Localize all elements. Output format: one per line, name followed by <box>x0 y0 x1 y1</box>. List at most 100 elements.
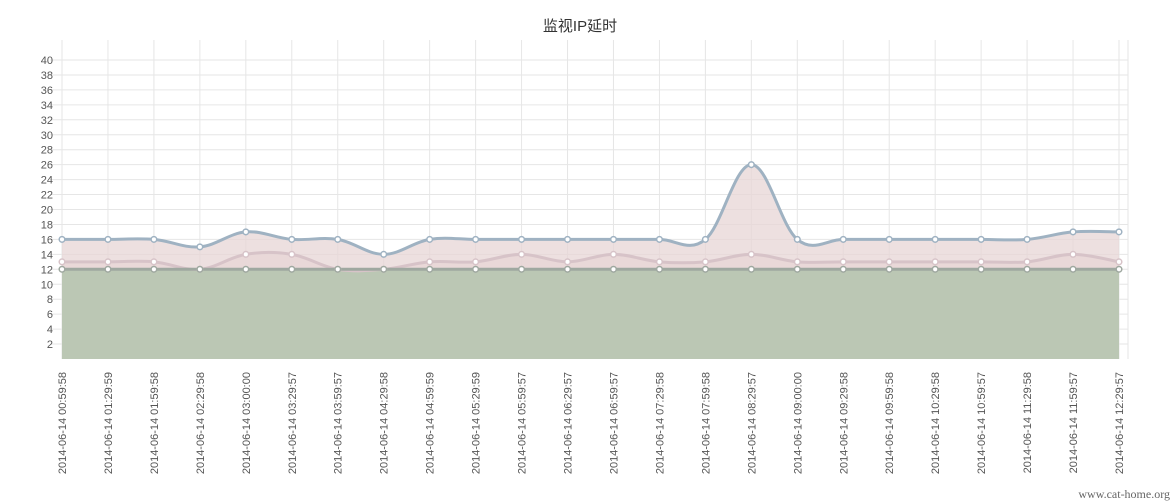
x-tick-label: 2014-06-14 04:59:59 <box>425 372 437 474</box>
series-1-point[interactable] <box>563 235 572 243</box>
series-3-point[interactable] <box>931 265 939 273</box>
series-1-point[interactable] <box>472 235 480 243</box>
series-3-point[interactable] <box>288 265 296 273</box>
watermark: www.cat-home.org <box>1078 487 1170 501</box>
series-2-point[interactable] <box>150 258 158 266</box>
chart-title: 监视IP延时 <box>543 18 617 35</box>
x-tick-label: 2014-06-14 09:29:58 <box>838 372 850 474</box>
y-tick-label: 26 <box>41 160 53 172</box>
x-tick-label: 2014-06-14 06:59:57 <box>608 372 620 474</box>
series-2-point[interactable] <box>747 250 755 258</box>
y-tick-label: 4 <box>47 324 53 336</box>
x-tick-label: 2014-06-14 10:59:57 <box>976 372 988 474</box>
series-1-point[interactable] <box>1069 228 1077 236</box>
x-tick-label: 2014-06-14 11:29:58 <box>1022 372 1034 473</box>
series-1-point[interactable] <box>150 235 158 243</box>
series-3-point[interactable] <box>196 265 204 273</box>
series-2-point[interactable] <box>701 258 709 266</box>
series-2-point[interactable] <box>104 258 112 266</box>
series-3-point[interactable] <box>839 265 847 273</box>
x-tick-label: 2014-06-14 10:29:58 <box>930 372 942 474</box>
series-1-point[interactable] <box>885 235 893 243</box>
series-3-point[interactable] <box>1069 265 1077 273</box>
series-1-point[interactable] <box>196 243 204 251</box>
x-tick-label: 2014-06-14 11:59:57 <box>1068 372 1080 473</box>
series-2-point[interactable] <box>288 250 296 258</box>
series-1-point[interactable] <box>58 235 66 243</box>
series-3-point[interactable] <box>701 265 709 273</box>
series-3-point[interactable] <box>793 265 801 273</box>
series-3-point[interactable] <box>472 265 480 273</box>
series-1-point[interactable] <box>1115 228 1123 236</box>
series-3-point[interactable] <box>242 265 250 273</box>
series-2-point[interactable] <box>518 250 526 258</box>
series-1-point[interactable] <box>426 235 434 243</box>
x-tick-label: 2014-06-14 03:29:57 <box>287 372 299 474</box>
series-1-point[interactable] <box>242 228 250 236</box>
x-tick-label: 2014-06-14 12:29:57 <box>1114 372 1126 474</box>
series-1-point[interactable] <box>1023 235 1031 243</box>
series-2-point[interactable] <box>242 250 250 258</box>
y-tick-label: 38 <box>41 70 53 82</box>
series-3-point[interactable] <box>1115 265 1123 273</box>
series-1-point[interactable] <box>334 235 342 243</box>
y-tick-label: 24 <box>41 175 53 187</box>
series-2-point[interactable] <box>1069 250 1077 258</box>
series-1-point[interactable] <box>701 235 709 243</box>
series-2-point[interactable] <box>563 258 572 266</box>
series-2-point[interactable] <box>931 258 939 266</box>
y-tick-label: 32 <box>41 115 53 127</box>
series-3-point[interactable] <box>609 265 618 273</box>
series-3-point[interactable] <box>426 265 434 273</box>
x-tick-label: 2014-06-14 00:59:58 <box>57 372 69 474</box>
series-2-point[interactable] <box>1023 258 1031 266</box>
y-tick-label: 8 <box>47 294 53 306</box>
series-1-point[interactable] <box>380 250 388 258</box>
x-axis-ticks: 2014-06-14 00:59:58 2014-06-14 01:29:59 20… <box>57 372 1126 474</box>
series-1-point[interactable] <box>104 235 112 243</box>
y-tick-label: 20 <box>41 205 53 217</box>
series-2-point[interactable] <box>977 258 985 266</box>
series-2-point[interactable] <box>839 258 847 266</box>
series-3-point[interactable] <box>104 265 112 273</box>
y-tick-label: 28 <box>41 145 53 157</box>
series-1-point[interactable] <box>931 235 939 243</box>
series-3-point[interactable] <box>655 265 663 273</box>
series-2-point[interactable] <box>58 258 66 266</box>
x-tick-label: 2014-06-14 05:29:59 <box>471 372 483 474</box>
series-1-point[interactable] <box>839 235 847 243</box>
x-tick-label: 2014-06-14 06:29:57 <box>563 372 575 474</box>
series-1-point[interactable] <box>655 235 663 243</box>
series-1-point[interactable] <box>793 235 801 243</box>
series-3-point[interactable] <box>747 265 755 273</box>
y-tick-label: 2 <box>47 339 53 351</box>
x-tick-label: 2014-06-14 07:59:58 <box>700 372 712 474</box>
x-tick-label: 2014-06-14 07:29:58 <box>654 372 666 474</box>
series-2-point[interactable] <box>426 258 434 266</box>
series-1-point[interactable] <box>518 235 526 243</box>
series-2-point[interactable] <box>1115 258 1123 266</box>
series-1-point[interactable] <box>288 235 296 243</box>
series-3-point[interactable] <box>1023 265 1031 273</box>
series-3-point[interactable] <box>58 265 66 273</box>
series-3-point[interactable] <box>334 265 342 273</box>
series-3-point[interactable] <box>380 265 388 273</box>
series-2-point[interactable] <box>793 258 801 266</box>
y-tick-label: 16 <box>41 234 53 246</box>
x-tick-label: 2014-06-14 01:59:58 <box>149 372 161 474</box>
series-2-point[interactable] <box>655 258 663 266</box>
x-tick-label: 2014-06-14 01:29:59 <box>103 372 115 474</box>
series-3-point[interactable] <box>518 265 526 273</box>
series-2-point[interactable] <box>472 258 480 266</box>
series-2-point[interactable] <box>885 258 893 266</box>
series-3-point[interactable] <box>885 265 893 273</box>
series-1-point[interactable] <box>977 235 985 243</box>
series-3-point[interactable] <box>563 265 572 273</box>
series-1-point[interactable] <box>747 161 755 169</box>
x-tick-label: 2014-06-14 02:29:58 <box>195 372 207 474</box>
series-2-point[interactable] <box>609 250 618 258</box>
series-1-point[interactable] <box>609 235 618 243</box>
series-3-point[interactable] <box>150 265 158 273</box>
series-3-point[interactable] <box>977 265 985 273</box>
